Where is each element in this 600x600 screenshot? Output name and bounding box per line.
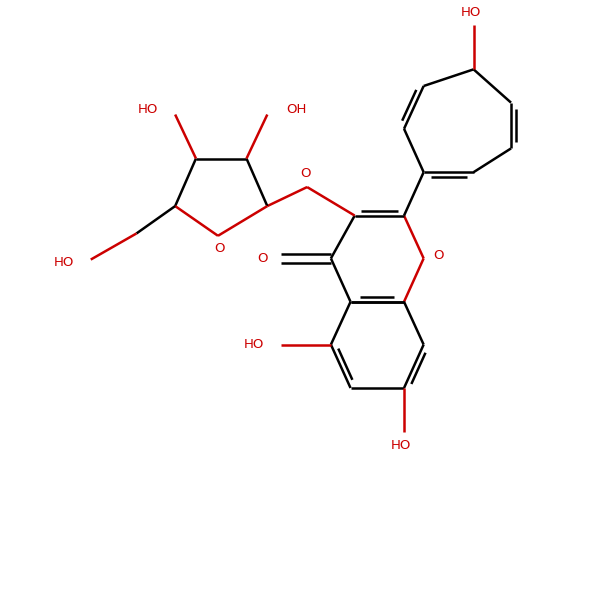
Text: HO: HO xyxy=(460,6,481,19)
Text: O: O xyxy=(433,249,443,262)
Text: HO: HO xyxy=(138,103,158,116)
Text: HO: HO xyxy=(54,256,74,269)
Text: O: O xyxy=(257,252,268,265)
Text: OH: OH xyxy=(286,103,307,116)
Text: O: O xyxy=(214,242,224,256)
Text: O: O xyxy=(301,167,311,181)
Text: HO: HO xyxy=(244,338,265,351)
Text: HO: HO xyxy=(391,439,411,452)
